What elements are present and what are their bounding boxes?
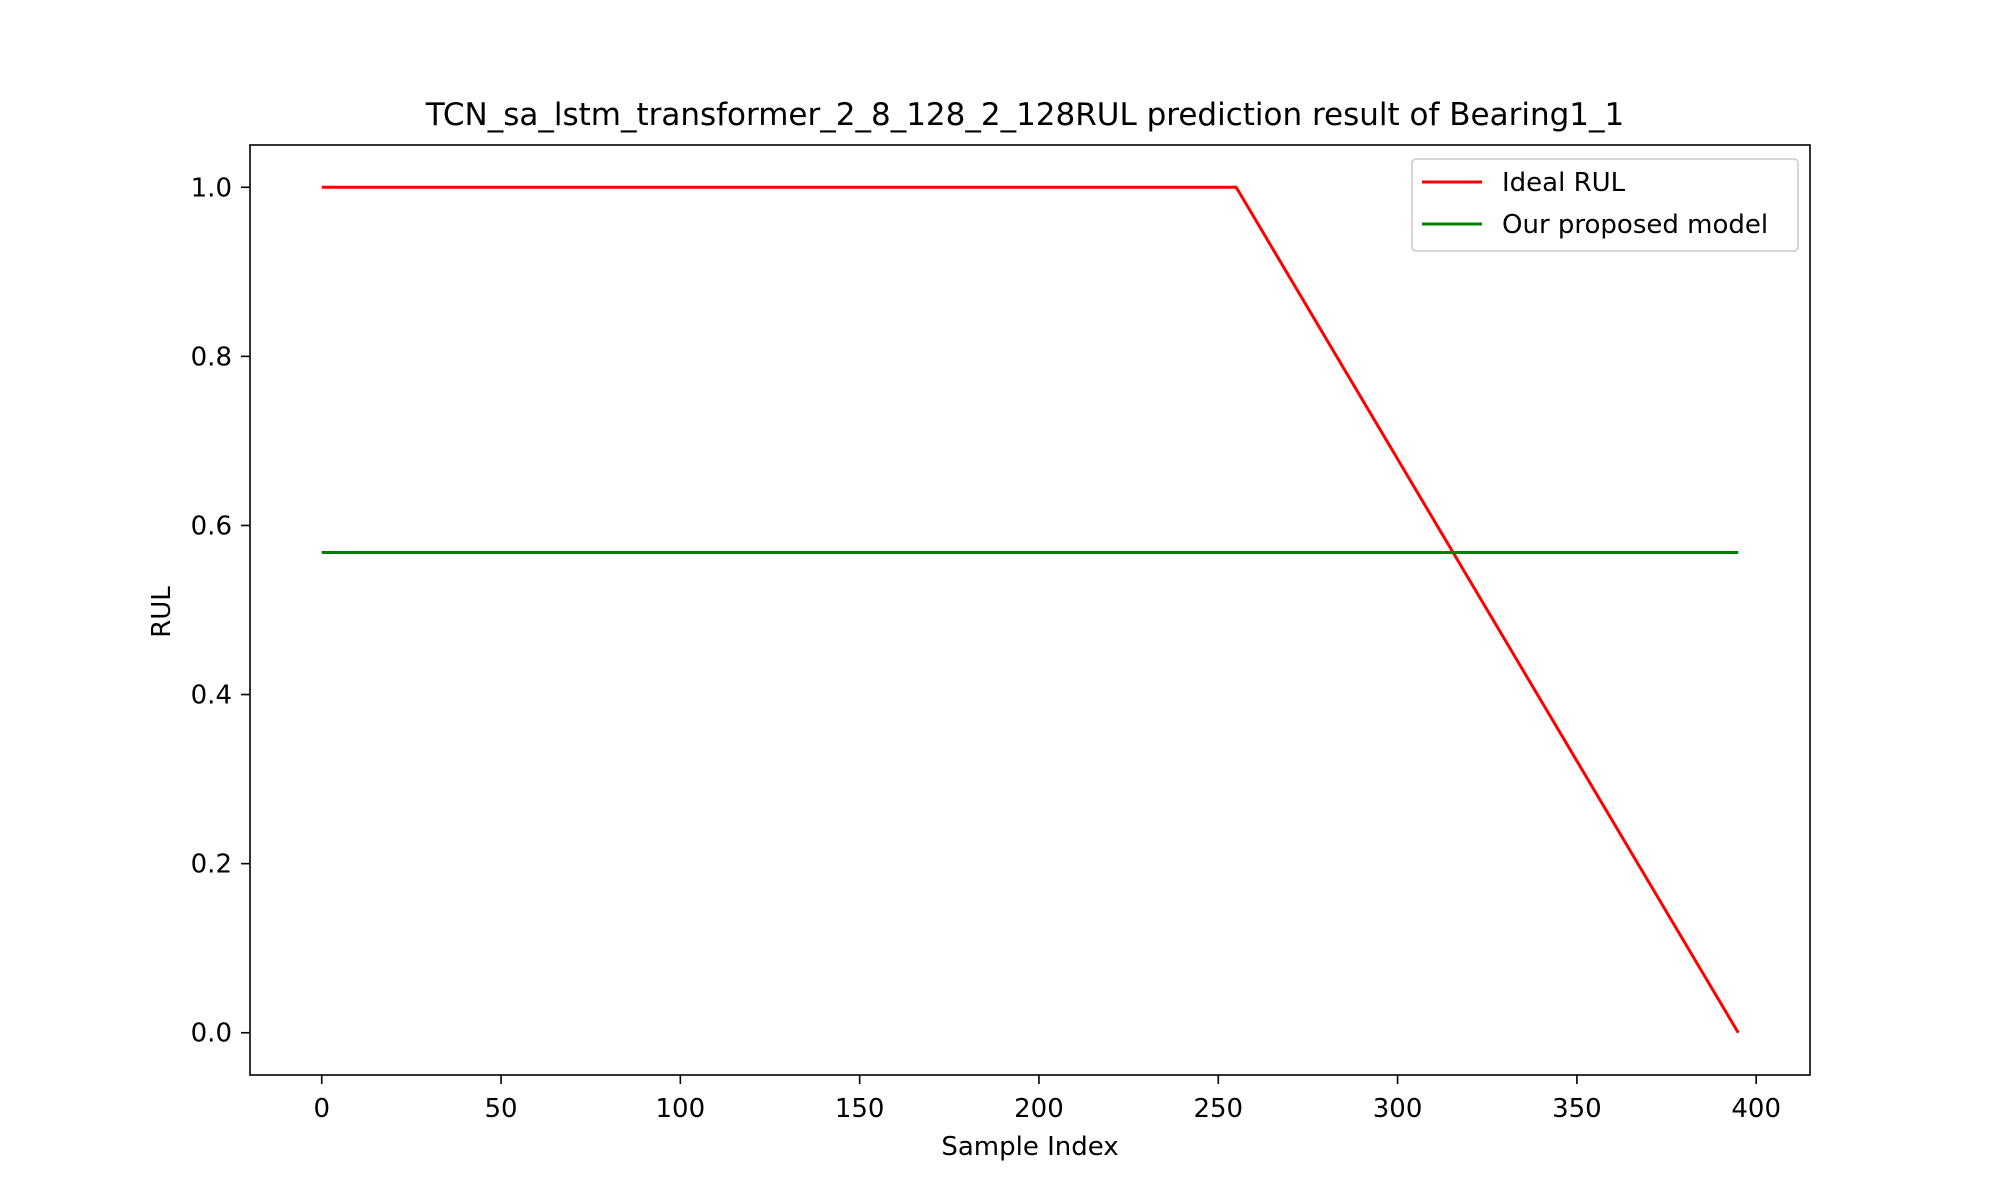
y-tick-label: 0.6 — [191, 511, 232, 541]
y-tick-label: 0.8 — [191, 342, 232, 372]
x-tick-label: 200 — [1014, 1094, 1064, 1124]
y-axis: 0.0 0.2 0.4 0.6 0.8 1.0 — [191, 173, 250, 1049]
x-tick-label: 400 — [1731, 1094, 1781, 1124]
x-tick-label: 350 — [1552, 1094, 1602, 1124]
x-tick-label: 100 — [656, 1094, 706, 1124]
x-tick-label: 250 — [1193, 1094, 1243, 1124]
x-tick-label: 50 — [484, 1094, 517, 1124]
series-layer — [321, 185, 1740, 1034]
y-tick-label: 0.2 — [191, 850, 232, 880]
plot-frame — [249, 144, 1811, 1076]
x-axis: 0 50 100 150 200 250 300 350 400 — [313, 1075, 1781, 1124]
y-tick-label: 0.0 — [191, 1019, 232, 1049]
x-tick-label: 0 — [313, 1094, 330, 1124]
y-axis-label: RUL — [147, 586, 177, 638]
chart-title: TCN_sa_lstm_transformer_2_8_128_2_128RUL… — [425, 97, 1625, 133]
plot-area — [249, 144, 1811, 1076]
legend: Ideal RUL Our proposed model — [1411, 158, 1799, 252]
legend-label-proposed-model: Our proposed model — [1502, 210, 1768, 240]
y-tick-label: 1.0 — [191, 173, 232, 203]
x-axis-label: Sample Index — [941, 1132, 1118, 1162]
legend-box — [1411, 158, 1799, 252]
series-line-0 — [321, 185, 1740, 1034]
x-tick-label: 150 — [835, 1094, 885, 1124]
x-tick-label: 300 — [1373, 1094, 1423, 1124]
legend-label-ideal-rul: Ideal RUL — [1502, 168, 1626, 198]
y-tick-label: 0.4 — [191, 681, 232, 711]
